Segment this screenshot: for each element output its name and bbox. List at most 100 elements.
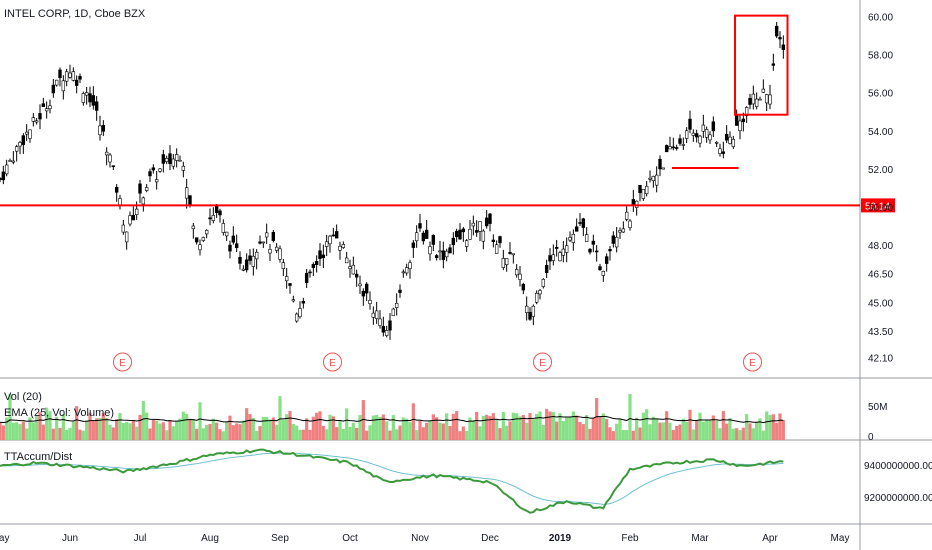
candle-body xyxy=(294,313,299,322)
volume-bar xyxy=(315,412,319,440)
volume-bar xyxy=(335,427,339,440)
volume-bar xyxy=(655,418,659,440)
volume-bar xyxy=(448,425,452,440)
volume-bar xyxy=(455,411,459,440)
earnings-marker xyxy=(113,352,132,372)
candle-body xyxy=(688,118,692,130)
candle-body xyxy=(521,283,526,291)
candle-body xyxy=(741,118,746,123)
price-tick-label: 56.00 xyxy=(868,89,893,100)
volume-bar xyxy=(131,420,135,440)
time-tick-label: Apr xyxy=(762,533,778,544)
candle-body xyxy=(561,248,566,256)
volume-bar xyxy=(728,418,732,440)
volume-bar xyxy=(608,427,612,440)
volume-bar xyxy=(158,423,162,440)
candle-body xyxy=(188,195,192,205)
candle-body xyxy=(131,214,136,221)
volume-bar xyxy=(275,424,279,440)
volume-bar xyxy=(678,424,682,440)
volume-bar xyxy=(661,422,665,440)
volume-bar xyxy=(18,424,22,440)
volume-bar xyxy=(341,428,345,440)
volume-bar xyxy=(595,398,599,440)
volume-bar xyxy=(35,416,39,440)
candle-body xyxy=(494,244,499,254)
volume-bar xyxy=(208,423,212,440)
candle-body xyxy=(748,98,752,105)
volume-bar xyxy=(101,413,105,440)
candle-body xyxy=(654,174,659,186)
candle-body xyxy=(181,165,186,171)
candle-body xyxy=(101,125,106,132)
candle-body xyxy=(491,239,496,242)
candle-body xyxy=(484,217,489,227)
candle-body xyxy=(391,308,396,317)
axes: 60.00 58.00 56.00 54.00 52.00 50.00 48.00 46.50… xyxy=(0,13,932,544)
volume-bar xyxy=(505,425,509,440)
volume-bar xyxy=(381,414,385,440)
time-tick-label: Feb xyxy=(621,533,639,544)
candle-body xyxy=(98,125,102,136)
candle-body xyxy=(411,242,416,248)
candle-body xyxy=(0,178,2,180)
time-tick-label: Nov xyxy=(411,533,429,544)
candle-body xyxy=(441,250,446,260)
volume-bar xyxy=(78,429,82,440)
candle-body xyxy=(448,247,452,254)
volume-bar xyxy=(75,406,79,440)
candle-body xyxy=(488,213,492,224)
volume-bar xyxy=(305,418,309,440)
volume-bar xyxy=(38,412,42,440)
price-tick-label: 42.10 xyxy=(868,354,893,365)
volume-bar xyxy=(741,427,745,440)
candle-body xyxy=(708,134,712,141)
volume-bar xyxy=(295,425,299,440)
candle-body xyxy=(428,246,432,255)
candle-body xyxy=(768,94,772,105)
candle-body xyxy=(504,258,509,265)
volume-tick-label: 50M xyxy=(868,402,887,413)
candle-body xyxy=(241,268,246,271)
earnings-marker xyxy=(533,352,552,372)
time-tick-label: Aug xyxy=(201,533,219,544)
candle-body xyxy=(544,264,549,274)
candle-body xyxy=(501,258,506,268)
candle-body xyxy=(401,271,406,274)
candle-body xyxy=(364,283,369,294)
candle-body xyxy=(518,273,522,280)
candle-body xyxy=(48,105,52,110)
candle-body xyxy=(208,217,212,220)
volume-bar xyxy=(168,420,172,440)
volume-bar xyxy=(591,417,595,440)
volume-bar xyxy=(265,416,269,440)
candle-body xyxy=(298,308,302,318)
candle-body xyxy=(361,290,366,297)
candle-body xyxy=(341,244,346,248)
candle-body xyxy=(264,232,269,238)
candle-body xyxy=(251,255,256,267)
candle-body xyxy=(398,289,402,293)
candle-body xyxy=(444,250,449,258)
volume-bar xyxy=(745,414,749,440)
volume-bar xyxy=(415,430,419,440)
volume-bar xyxy=(501,412,505,440)
volume-bar xyxy=(738,430,742,440)
volume-bar xyxy=(1,425,5,440)
candle-body xyxy=(454,230,459,238)
volume-bar xyxy=(618,418,622,440)
volume-bar xyxy=(55,416,59,440)
volume-bar xyxy=(185,413,189,440)
candle-body xyxy=(774,25,779,37)
candle-body xyxy=(451,237,456,246)
volume-bar xyxy=(725,423,729,440)
volume-bar xyxy=(481,415,485,440)
volume-bar xyxy=(521,415,525,440)
volume-bar xyxy=(271,417,275,440)
resistance-label: 50.14 xyxy=(865,201,890,212)
volume-bar xyxy=(508,421,512,440)
candle-body xyxy=(578,222,582,224)
volume-bar xyxy=(91,421,95,440)
volume-bar xyxy=(41,424,45,440)
